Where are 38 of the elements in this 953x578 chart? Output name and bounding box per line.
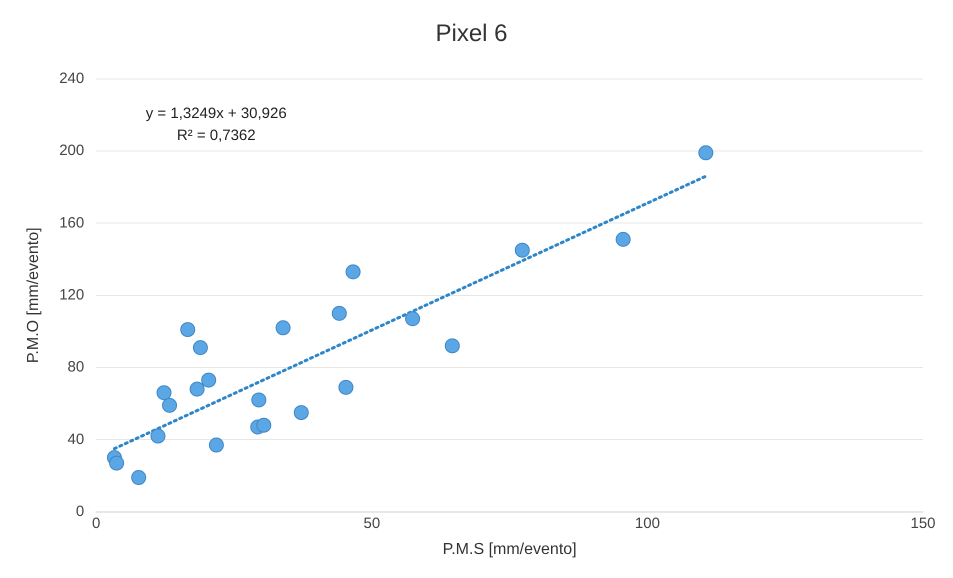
point <box>698 145 714 160</box>
point <box>192 340 208 356</box>
point <box>405 311 420 326</box>
y-tick-label: 160 <box>59 214 84 232</box>
y-tick-label: 0 <box>76 502 84 520</box>
annotation: R² = 0,7362 <box>176 126 256 144</box>
y-tick-label: 240 <box>59 70 84 87</box>
point <box>346 264 361 280</box>
point <box>256 418 272 433</box>
x-tick-label: 100 <box>634 514 660 532</box>
point <box>162 398 178 413</box>
y-tick-label: 200 <box>59 142 84 160</box>
point <box>338 380 354 395</box>
point <box>444 338 460 354</box>
chart-title: Pixel 6 <box>435 20 508 48</box>
point <box>208 438 224 453</box>
point <box>201 372 216 388</box>
point <box>251 392 266 408</box>
y-axis-title: P.M.O [mm/evento] <box>25 227 42 364</box>
point <box>276 320 291 336</box>
point <box>150 428 166 444</box>
x-axis-title: P.M.S [mm/evento] <box>442 540 577 558</box>
point <box>616 232 631 247</box>
y-tick-label: 120 <box>59 286 84 304</box>
point <box>156 385 172 400</box>
x-tick-label: 50 <box>363 514 380 532</box>
point <box>332 306 347 321</box>
point <box>131 470 146 486</box>
point <box>109 456 124 471</box>
point <box>294 405 309 420</box>
point <box>180 322 196 338</box>
annotation: y = 1,3249x + 30,926 <box>146 104 287 122</box>
point <box>190 382 205 397</box>
x-tick-label: 0 <box>92 514 100 532</box>
y-tick-label: 80 <box>68 358 84 376</box>
x-tick-label: 150 <box>910 514 936 532</box>
point <box>514 242 530 258</box>
y-tick-label: 40 <box>68 430 84 448</box>
